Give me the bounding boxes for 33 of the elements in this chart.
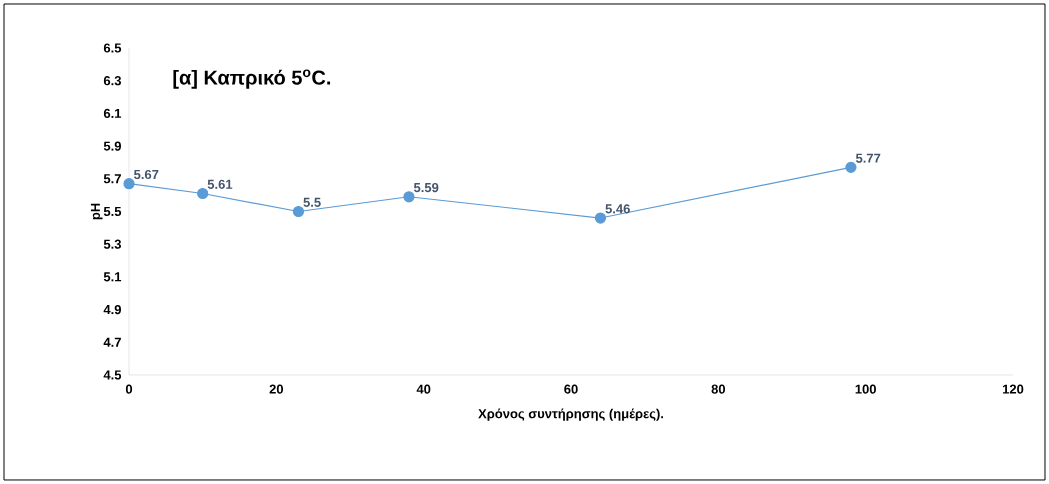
- data-label: 5.67: [134, 169, 159, 180]
- point: [594, 212, 607, 224]
- x-tick-label: 20: [269, 384, 284, 394]
- text: [α] Καπρικό 5$^{o}$C.: [173, 69, 331, 89]
- y-tick-label: 5.9: [103, 141, 121, 151]
- point: [403, 191, 415, 203]
- x-axis-title: Χρόνος συντήρησης (ημέρες).: [478, 408, 664, 421]
- data-label: 5.77: [855, 153, 881, 163]
- data-label: 5.59: [413, 182, 439, 193]
- y-tick-label: 4.7: [103, 337, 121, 347]
- x-tick-label: 40: [416, 384, 431, 394]
- y-tick-label: 6.3: [103, 76, 122, 86]
- x-tick-label: 80: [711, 384, 726, 394]
- y-tick-label: 4.5: [103, 370, 122, 380]
- y-tick-label: 5.1: [103, 272, 122, 282]
- point: [845, 161, 857, 173]
- x-tick-label: 100: [855, 384, 876, 394]
- y-tick-label: 5.3: [103, 239, 122, 249]
- y-tick-label: 5.7: [103, 174, 121, 184]
- data-label: 5.46: [605, 204, 630, 214]
- data-label: 5.61: [207, 179, 233, 189]
- y-tick-label: 5.5: [103, 206, 122, 217]
- x-tick-label: 120: [1002, 384, 1024, 394]
- y-axis-title: pH: [90, 203, 103, 220]
- point: [292, 205, 305, 218]
- x-tick-label: 0: [125, 384, 133, 394]
- y-tick-label: 4.9: [103, 304, 121, 315]
- y-tick-label: 6.5: [103, 43, 122, 53]
- point: [197, 187, 209, 200]
- y-tick-label: 6.1: [103, 108, 122, 118]
- point: [123, 178, 135, 190]
- x-tick-label: 60: [564, 384, 578, 394]
- data-label: 5.5: [303, 197, 321, 207]
